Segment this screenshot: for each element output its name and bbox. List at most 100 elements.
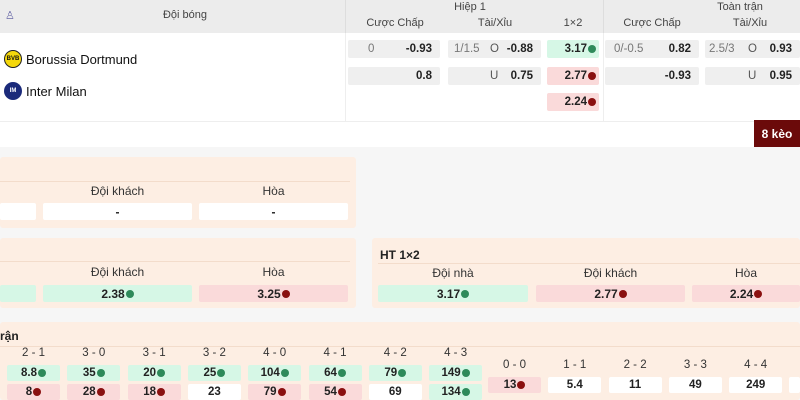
draw-score-odds-partial[interactable] xyxy=(789,377,800,393)
fh-handicap-away[interactable]: 0.8 xyxy=(348,67,440,85)
value: 3.17 xyxy=(436,286,461,301)
score-odds-away[interactable]: 79 xyxy=(248,384,302,400)
arrow-up-icon xyxy=(398,369,407,377)
arrow-down-icon xyxy=(281,289,290,298)
label-draw: Hòa xyxy=(262,265,285,279)
ft-ou-over[interactable]: 2.5/3 O 0.93 xyxy=(705,40,800,58)
divider xyxy=(378,263,800,264)
odds: -0.93 xyxy=(405,43,432,55)
score-label: 2 - 1 xyxy=(21,347,45,359)
arrow-up-icon xyxy=(461,289,470,298)
line: 2.5/3 xyxy=(709,43,735,55)
score-odds-away[interactable]: 23 xyxy=(187,384,241,400)
score-odds-home[interactable]: 35 xyxy=(67,365,121,381)
score-odds-home[interactable]: 104 xyxy=(248,365,302,381)
arrow-up-icon xyxy=(38,369,46,377)
odds-away[interactable]: 2.77 xyxy=(536,285,685,302)
label-home: Đội nhà xyxy=(432,266,474,280)
fh-handicap-home[interactable]: 0 -0.93 xyxy=(348,40,440,58)
score-label: 3 - 1 xyxy=(142,347,166,359)
fh-1x2-away[interactable]: 2.77 xyxy=(547,67,599,85)
odds: -0.93 xyxy=(664,70,691,82)
score-odds-home[interactable]: 149 xyxy=(429,365,483,381)
value: 69 xyxy=(388,386,402,398)
divider xyxy=(603,33,604,121)
score-odds-home[interactable]: 64 xyxy=(308,365,362,381)
odds: -0.88 xyxy=(506,43,533,55)
fh-ou-under[interactable]: U 0.75 xyxy=(448,67,541,85)
arrow-down-icon xyxy=(96,388,105,396)
draw-score-odds[interactable]: 249 xyxy=(729,377,783,393)
fh-ou-header: Tài/Xỉu xyxy=(477,17,513,29)
divider xyxy=(603,0,604,33)
home-team[interactable]: BVB Borussia Dortmund xyxy=(4,50,137,68)
fh-handicap-header: Cược Chấp xyxy=(366,17,424,29)
value: 249 xyxy=(746,379,766,391)
side: O xyxy=(490,43,499,55)
arrow-down-icon xyxy=(517,381,526,389)
draw-score-label: 0 - 0 xyxy=(502,359,526,371)
score-odds-away[interactable]: 28 xyxy=(67,384,121,400)
team-column-header: Đội bóng xyxy=(162,9,208,21)
value: 149 xyxy=(441,367,461,379)
odds-away[interactable]: 2.38 xyxy=(43,285,192,302)
home-team-name: Borussia Dortmund xyxy=(26,51,138,67)
draw-score-label: 2 - 2 xyxy=(623,359,647,371)
value: 25 xyxy=(203,367,217,379)
arrow-down-icon xyxy=(337,388,346,396)
value: 79 xyxy=(384,367,398,379)
value: 13 xyxy=(503,379,517,391)
score-odds-home[interactable]: 25 xyxy=(187,365,241,381)
score-odds-away[interactable]: 18 xyxy=(127,384,181,400)
ft-handicap-away[interactable]: -0.93 xyxy=(605,67,699,85)
value: 2.24 xyxy=(729,286,754,301)
odds-draw[interactable]: - xyxy=(199,203,348,220)
dortmund-logo-icon: BVB xyxy=(4,50,22,68)
ft-handicap-header: Cược Chấp xyxy=(623,17,681,29)
odds-home[interactable] xyxy=(0,203,36,220)
arrow-down-icon xyxy=(588,98,596,106)
fh-1x2-draw[interactable]: 2.24 xyxy=(547,93,599,111)
arrow-up-icon xyxy=(217,369,226,377)
odds: 0.93 xyxy=(769,43,792,55)
score-odds-away[interactable]: 69 xyxy=(368,384,422,400)
arrow-up-icon xyxy=(461,388,470,396)
draw-score-odds[interactable]: 5.4 xyxy=(548,377,602,393)
side: O xyxy=(748,43,757,55)
fh-1x2-header: 1×2 xyxy=(563,17,583,29)
score-odds-home[interactable]: 8.8 xyxy=(7,365,60,381)
fh-1x2-home[interactable]: 3.17 xyxy=(547,40,599,58)
away-team[interactable]: IM Inter Milan xyxy=(4,82,87,100)
value: 64 xyxy=(324,367,337,379)
fh-ou-over[interactable]: 1/1.5 O -0.88 xyxy=(448,40,541,58)
odds: 3.17 xyxy=(564,43,587,55)
score-odds-away[interactable]: 134 xyxy=(429,384,483,400)
score-odds-away[interactable]: 8 xyxy=(7,384,60,400)
label-away: Đội khách xyxy=(583,266,638,280)
more-bets-button[interactable]: 8 kèo xyxy=(754,120,800,147)
score-odds-home[interactable]: 20 xyxy=(127,365,181,381)
value: 2.77 xyxy=(594,286,618,301)
value: 23 xyxy=(207,386,221,398)
score-odds-home[interactable]: 79 xyxy=(368,365,422,381)
divider xyxy=(345,33,346,121)
odds: 2.77 xyxy=(564,70,587,82)
odds-draw[interactable]: 3.25 xyxy=(199,285,348,302)
draw-score-odds[interactable]: 11 xyxy=(608,377,662,393)
draw-score-odds[interactable]: 13 xyxy=(488,377,541,393)
value: 35 xyxy=(82,367,96,379)
score-odds-away[interactable]: 54 xyxy=(308,384,362,400)
ft-ou-under[interactable]: U 0.95 xyxy=(705,67,800,85)
score-label: 4 - 3 xyxy=(444,347,468,359)
first-half-header: Hiệp 1 xyxy=(454,1,486,13)
value: 104 xyxy=(260,367,280,379)
odds-draw[interactable]: 2.24 xyxy=(692,285,800,302)
arrow-up-icon xyxy=(96,369,105,377)
arrow-up-icon xyxy=(337,369,346,377)
inter-logo-icon: IM xyxy=(4,82,22,100)
odds-away[interactable]: - xyxy=(43,203,192,220)
ft-handicap-home[interactable]: 0/-0.5 0.82 xyxy=(605,40,699,58)
draw-score-odds[interactable]: 49 xyxy=(668,377,722,393)
odds-home[interactable] xyxy=(0,285,36,302)
odds-home[interactable]: 3.17 xyxy=(378,285,528,302)
